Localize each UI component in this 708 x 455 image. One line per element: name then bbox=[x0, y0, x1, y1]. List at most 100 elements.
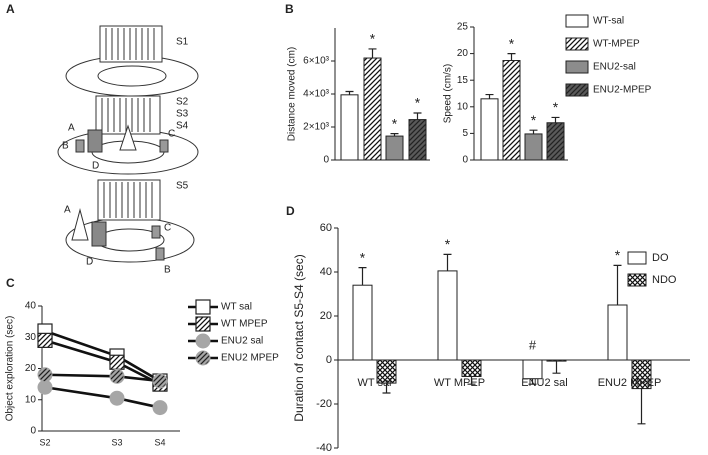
panel-label: D bbox=[286, 204, 295, 218]
cage-bars bbox=[101, 98, 151, 132]
significance-label: * bbox=[445, 236, 451, 252]
x-tick-label: ENU2 sal bbox=[521, 377, 567, 389]
y-tick-label: 5 bbox=[462, 128, 468, 139]
marker bbox=[37, 332, 53, 348]
y-tick-label: 40 bbox=[320, 266, 332, 278]
bar bbox=[522, 359, 543, 380]
legend-label: ENU2 sal bbox=[221, 336, 263, 347]
y-tick-label: 15 bbox=[457, 75, 469, 86]
significance-label: * bbox=[615, 247, 621, 263]
series-line bbox=[44, 329, 161, 383]
bar bbox=[502, 60, 521, 161]
cylinder-object bbox=[91, 221, 107, 247]
marker bbox=[109, 368, 125, 384]
legend-swatch bbox=[627, 273, 647, 287]
y-tick-label: -20 bbox=[316, 398, 332, 410]
legend-label: DO bbox=[652, 252, 669, 264]
y-tick-label: 20 bbox=[25, 363, 37, 374]
legend-label: ENU2 MPEP bbox=[221, 353, 279, 364]
y-axis-label: Object exploration (sec) bbox=[5, 316, 16, 422]
error-bar bbox=[613, 264, 622, 305]
error-bar bbox=[528, 378, 537, 385]
y-tick-label: 20 bbox=[457, 48, 469, 59]
bar bbox=[437, 270, 458, 361]
significance-label: * bbox=[360, 249, 366, 265]
y-tick-label: 30 bbox=[25, 332, 37, 343]
error-bar bbox=[467, 376, 476, 385]
significance-label: * bbox=[509, 35, 515, 51]
bar bbox=[385, 135, 404, 161]
stage-label: S1 bbox=[176, 37, 189, 48]
cage bbox=[97, 179, 161, 221]
object-label: B bbox=[62, 141, 69, 152]
y-tick-label: 0 bbox=[462, 155, 468, 166]
y-tick-label: 0 bbox=[30, 426, 36, 437]
object-label: C bbox=[168, 129, 175, 140]
error-bar bbox=[485, 93, 494, 99]
y-tick-label: 0 bbox=[326, 354, 332, 366]
series-line bbox=[44, 339, 161, 386]
marker bbox=[152, 373, 168, 389]
object-label: C bbox=[164, 223, 171, 234]
significance-label: * bbox=[370, 31, 376, 47]
significance-label: * bbox=[392, 115, 398, 131]
y-tick-label: 25 bbox=[457, 22, 469, 33]
bar bbox=[363, 57, 382, 161]
marker bbox=[109, 354, 125, 370]
cone-object bbox=[71, 208, 89, 241]
bar bbox=[340, 94, 359, 161]
x-tick-label: WT MPEP bbox=[434, 377, 485, 389]
significance-label: * bbox=[531, 112, 537, 128]
stage-label: S4 bbox=[176, 121, 189, 132]
significance-label: * bbox=[415, 95, 421, 111]
y-tick-label: 10 bbox=[25, 394, 37, 405]
x-tick-label: ENU2 MPEP bbox=[598, 377, 662, 389]
bar bbox=[408, 119, 427, 161]
cylinder-object bbox=[87, 129, 103, 153]
bar bbox=[480, 98, 499, 161]
y-tick-label: 2×10³ bbox=[303, 122, 330, 133]
error-bar bbox=[368, 48, 377, 59]
y-axis-label: Duration of contact S5-S4 (sec) bbox=[292, 254, 306, 421]
bar bbox=[546, 359, 567, 362]
y-axis-label: Speed (cm/s) bbox=[443, 64, 454, 123]
error-bar bbox=[637, 388, 646, 425]
y-tick-label: 20 bbox=[320, 310, 332, 322]
y-tick-label: 6×10³ bbox=[303, 56, 330, 67]
error-bar bbox=[358, 267, 367, 286]
cage-bars bbox=[103, 182, 153, 218]
marker bbox=[37, 379, 53, 395]
stage-label: S3 bbox=[176, 109, 189, 120]
x-tick-label: S4 bbox=[154, 437, 165, 447]
bar bbox=[352, 284, 373, 361]
block-object bbox=[151, 225, 161, 239]
block-object bbox=[159, 139, 169, 153]
marker bbox=[37, 367, 53, 383]
panel-label: A bbox=[6, 2, 15, 16]
significance-label: * bbox=[553, 99, 559, 115]
legend-label: WT sal bbox=[221, 302, 252, 313]
cage-bars bbox=[105, 28, 155, 60]
x-tick-label: WT sal bbox=[357, 377, 391, 389]
cone-object bbox=[119, 124, 137, 151]
object-label: A bbox=[68, 123, 75, 134]
error-bar bbox=[507, 53, 516, 61]
legend-label: WT-sal bbox=[593, 16, 624, 27]
legend-label: WT-MPEP bbox=[593, 39, 640, 50]
bar bbox=[546, 122, 565, 161]
y-tick-label: 4×10³ bbox=[303, 89, 330, 100]
bar bbox=[461, 359, 482, 377]
legend-swatch bbox=[565, 83, 589, 97]
cage bbox=[99, 25, 163, 63]
error-bar bbox=[345, 90, 354, 95]
object-label: D bbox=[86, 257, 93, 268]
panel-a: A S1 S2 S3 S4 A B C D S5 A C D B bbox=[6, 2, 199, 276]
legend-swatch bbox=[565, 60, 589, 74]
bar bbox=[607, 304, 628, 361]
legend-marker bbox=[195, 350, 211, 366]
marker bbox=[109, 390, 125, 406]
legend-label: ENU2-sal bbox=[593, 62, 636, 73]
legend-label: WT MPEP bbox=[221, 319, 268, 330]
legend-label: NDO bbox=[652, 274, 677, 286]
